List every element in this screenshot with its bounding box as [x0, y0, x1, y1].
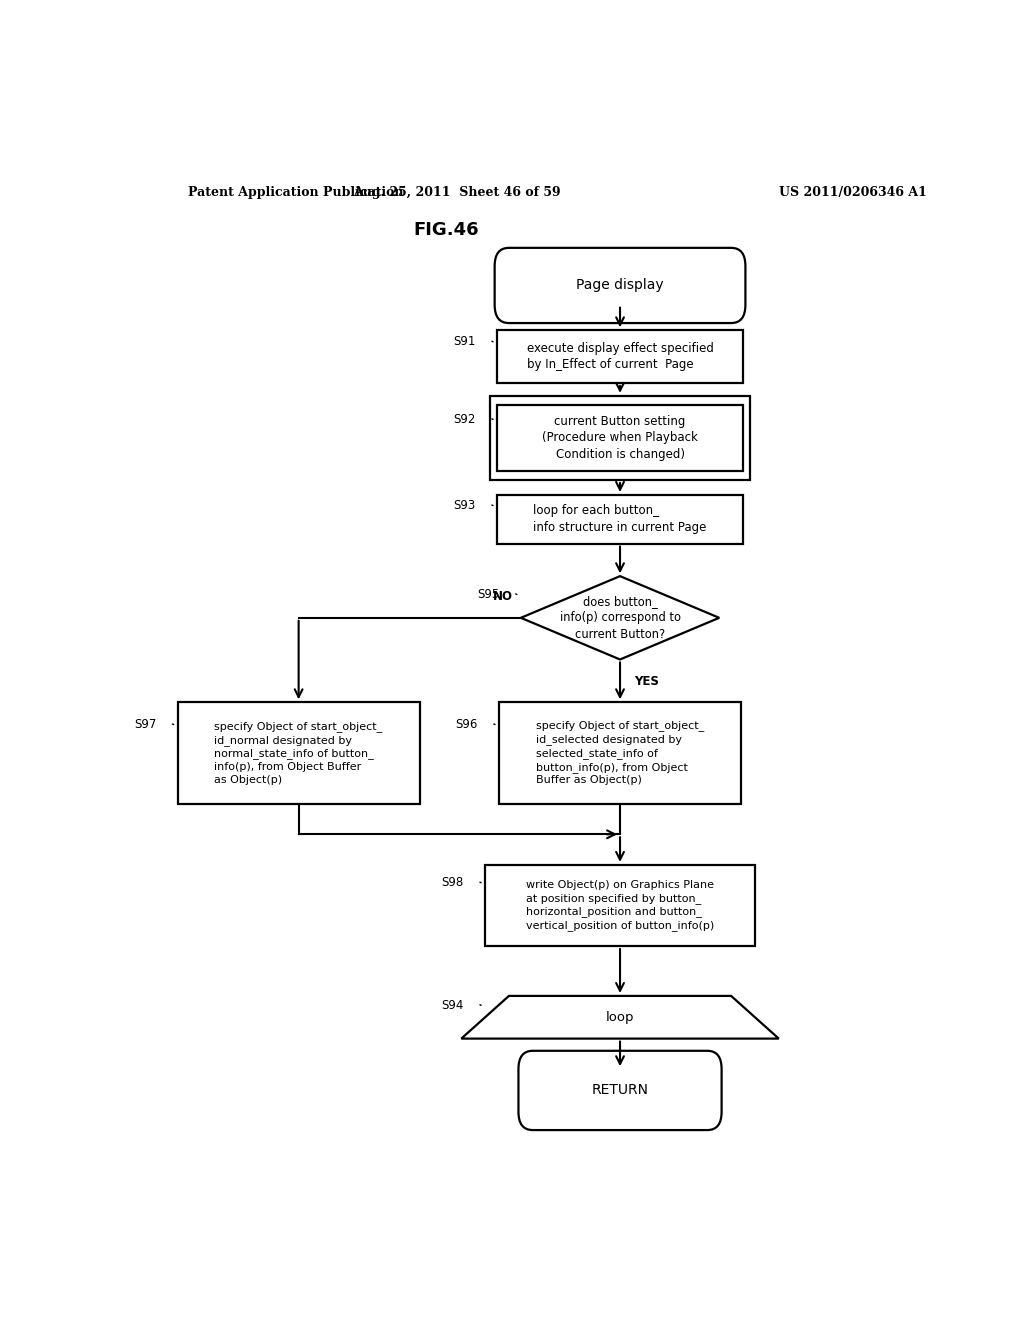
- Text: NO: NO: [494, 590, 513, 602]
- Text: S92: S92: [454, 413, 476, 426]
- Bar: [489, 396, 751, 480]
- Bar: [497, 405, 743, 471]
- Text: US 2011/0206346 A1: US 2011/0206346 A1: [778, 186, 927, 199]
- Text: S95: S95: [477, 587, 500, 601]
- Text: S91: S91: [454, 335, 476, 348]
- Text: current Button setting
(Procedure when Playback
Condition is changed): current Button setting (Procedure when P…: [542, 414, 698, 461]
- Text: Aug. 25, 2011  Sheet 46 of 59: Aug. 25, 2011 Sheet 46 of 59: [353, 186, 561, 199]
- FancyBboxPatch shape: [518, 1051, 722, 1130]
- Bar: [497, 330, 743, 383]
- Text: loop: loop: [606, 1011, 634, 1024]
- Polygon shape: [521, 576, 719, 660]
- Text: specify Object of start_object_
id_selected designated by
selected_state_info of: specify Object of start_object_ id_selec…: [536, 721, 705, 785]
- Bar: [499, 702, 741, 804]
- Text: specify Object of start_object_
id_normal designated by
normal_state_info of but: specify Object of start_object_ id_norma…: [214, 721, 383, 785]
- Text: does button_
info(p) correspond to
current Button?: does button_ info(p) correspond to curre…: [559, 595, 681, 640]
- Text: S98: S98: [441, 876, 464, 890]
- Text: S96: S96: [456, 718, 478, 731]
- Text: Page display: Page display: [577, 279, 664, 293]
- FancyBboxPatch shape: [495, 248, 745, 323]
- Text: execute display effect specified
by In_Effect of current  Page: execute display effect specified by In_E…: [526, 342, 714, 371]
- Bar: [485, 865, 755, 946]
- Text: Patent Application Publication: Patent Application Publication: [187, 186, 403, 199]
- Text: loop for each button_
info structure in current Page: loop for each button_ info structure in …: [534, 504, 707, 535]
- Text: RETURN: RETURN: [592, 1084, 648, 1097]
- Text: FIG.46: FIG.46: [414, 220, 479, 239]
- Bar: [497, 495, 743, 544]
- Bar: [177, 702, 420, 804]
- Text: write Object(p) on Graphics Plane
at position specified by button_
horizontal_po: write Object(p) on Graphics Plane at pos…: [526, 880, 714, 931]
- Text: S97: S97: [134, 718, 157, 731]
- Text: S93: S93: [454, 499, 475, 512]
- Polygon shape: [461, 995, 779, 1039]
- Text: S94: S94: [441, 999, 464, 1012]
- Text: YES: YES: [634, 676, 659, 688]
